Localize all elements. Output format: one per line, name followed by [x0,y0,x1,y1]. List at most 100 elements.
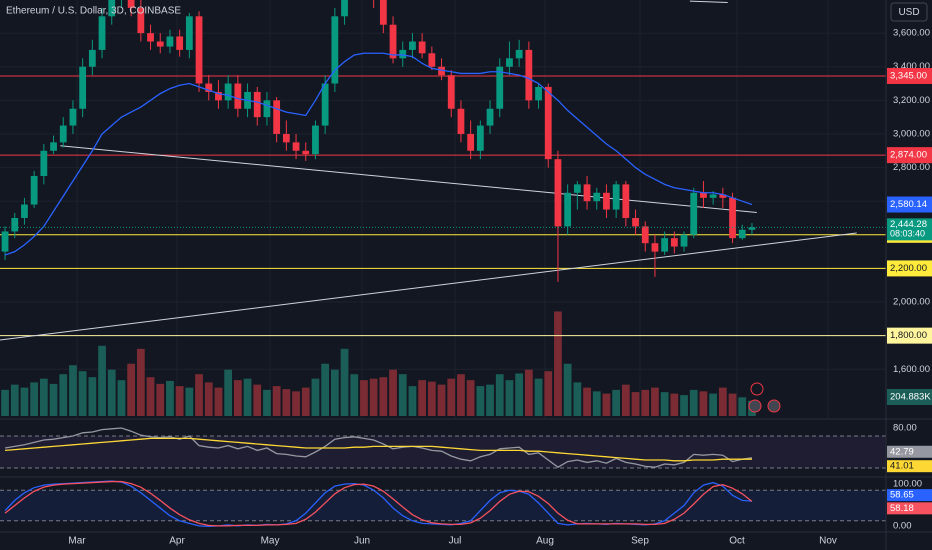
candle-body [670,238,678,247]
volume-bar [379,377,388,416]
candle-body [273,100,281,134]
volume-bar [515,373,524,416]
trend-line [0,232,857,341]
event-icon[interactable] [750,382,764,396]
candle-body [59,125,67,143]
candle-body [622,184,630,218]
volume-bar [98,345,106,416]
chart-title: Ethereum / U.S. Dollar, 3D, COINBASE [6,6,181,17]
volume-bar [427,381,436,416]
indicator-label: 58.18 [890,503,914,514]
volume-bar [175,386,184,416]
candle-body [312,125,319,155]
volume-bar [39,378,48,416]
x-tick-label: Apr [169,536,185,547]
candle-body [496,66,504,109]
volume-bar [651,387,659,416]
volume-bar [398,374,407,416]
candle-body [738,229,746,239]
y-tick-label: 0.00 [893,521,912,532]
band-fill [0,490,886,521]
volume-bar [631,392,640,416]
x-tick-label: Mar [68,536,86,547]
event-icon[interactable] [748,399,762,413]
candle-body [428,53,436,67]
candle-body [21,204,28,218]
candle-body [651,243,659,252]
level-label-bg [887,67,932,84]
x-tick-label: Aug [536,536,554,547]
candle-body [515,49,523,59]
candle-body [680,234,688,247]
volume-bar [418,380,427,416]
volume-bar [136,348,145,416]
volume-bar [699,391,708,416]
y-tick-label: 3,000.00 [893,128,930,139]
candle-body [593,192,601,202]
indicator-label: 42.79 [890,446,914,457]
volume-bar [156,383,165,416]
candle-body [166,36,174,47]
currency-box[interactable] [890,2,928,22]
candle-body [292,142,300,151]
y-tick-label: 2,800.00 [893,162,930,173]
candle-body [467,133,475,151]
level-label: 2,200.00 [890,263,927,274]
volume-bar [49,383,58,416]
candle-body [108,0,116,17]
volume-bar [224,369,233,416]
volume-bar [466,380,475,416]
volume-bar [10,384,19,416]
volume-bar [30,382,39,416]
candle-body [709,194,717,198]
candle-body [379,0,387,25]
volume-bar [185,387,194,416]
volume-bar [1,389,9,416]
indicator-label-bg [887,460,932,473]
candle-body [476,125,484,151]
candle-body [40,150,48,176]
candle-body [127,0,135,8]
volume-label-bg [887,389,932,405]
volume-bar [573,382,582,416]
y-tick-label: 3,400.00 [893,61,930,72]
volume-bar [117,380,126,416]
volume-bar [447,378,456,416]
indicator-line [4,437,752,462]
event-icon[interactable] [767,399,781,413]
candle-body [205,83,213,92]
stoch-pane [0,480,886,528]
volume-bar [738,397,747,416]
volume-bar [563,363,572,416]
candle-body [69,108,77,126]
volume-bar [437,384,446,416]
volume-bar [321,363,330,416]
candle-body [98,16,106,50]
candle-body [30,175,38,205]
ma-label: 2,580.14 [890,199,927,210]
level-label-bg [887,260,932,277]
candle-body [506,58,513,67]
x-tick-label: Oct [729,536,745,547]
volume-label: 204.883K [890,392,931,403]
currency[interactable]: USD [898,7,919,18]
candle-body [447,75,455,109]
level-label-bg [887,327,932,344]
y-tick-label: 100.00 [893,479,922,490]
volume-bar [253,384,262,416]
candle-body [195,16,203,84]
volume-bar [204,382,213,416]
candle-body [409,41,416,50]
volume-bar [660,392,669,416]
volume-bar [20,387,29,416]
volume-bar [282,389,291,416]
candle-body [729,197,736,239]
level-label-bg [887,147,932,164]
indicator-label: 41.01 [890,461,914,472]
volume-bar [214,387,223,416]
volume-bar [621,384,630,416]
volume-bar [272,386,281,416]
x-tick-label: Jun [354,536,370,547]
volume-bar [709,393,718,416]
rsi-pane [0,427,886,469]
